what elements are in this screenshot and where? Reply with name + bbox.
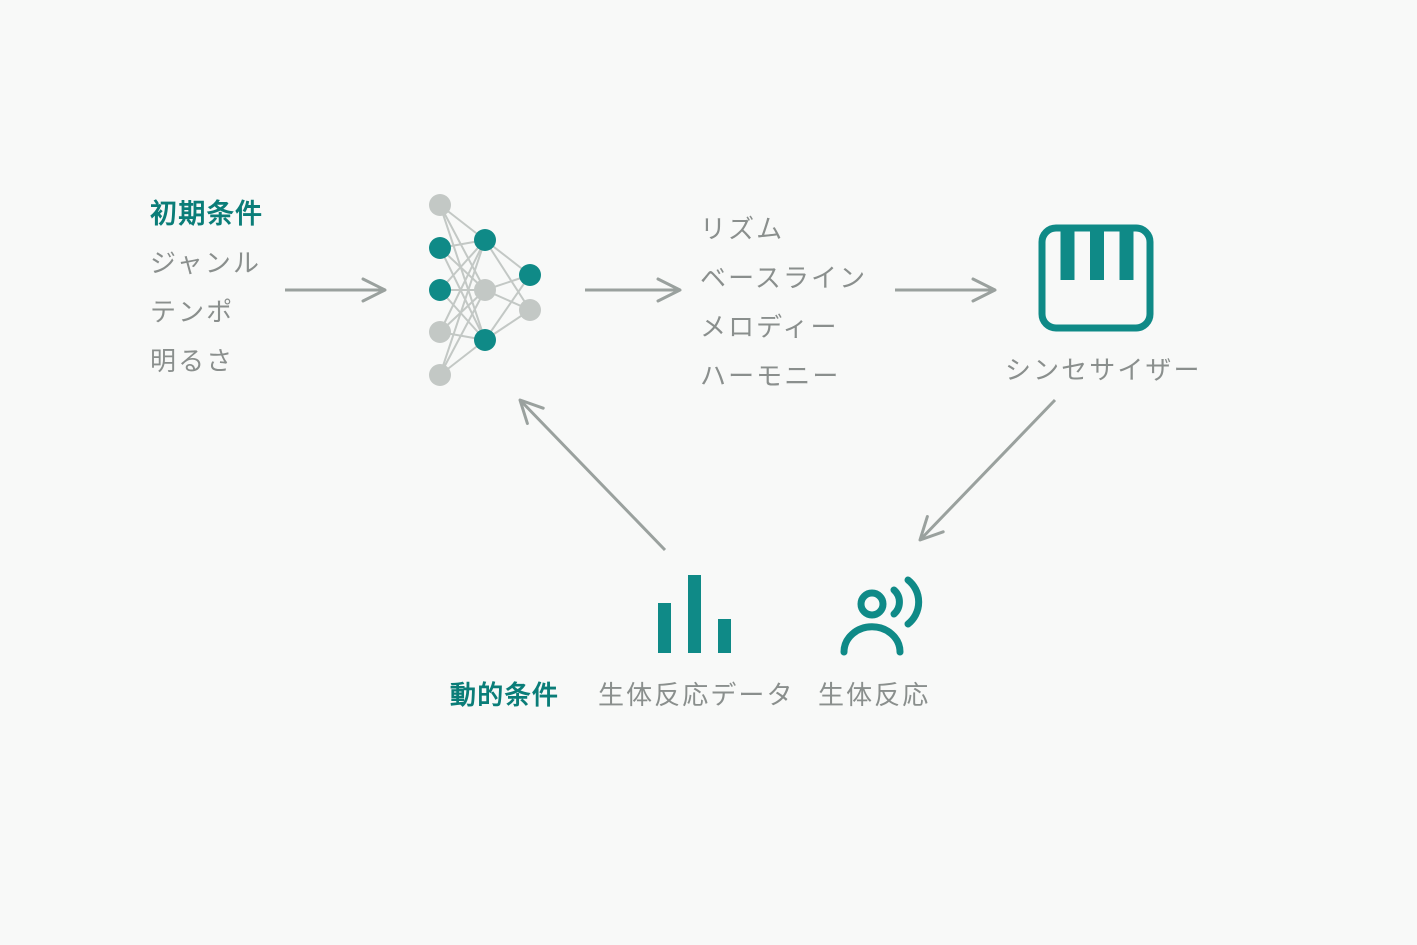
piano-icon [1042, 228, 1150, 328]
arrow-group [585, 279, 680, 301]
initial-conditions: 初期条件ジャンルテンポ明るさ [150, 190, 263, 386]
arrow-group [285, 279, 385, 301]
flow-diagram: 初期条件ジャンルテンポ明るさ リズムベースラインメロディーハーモニー シンセサイ… [0, 0, 1417, 945]
dynamic-label: 動的条件 [450, 675, 559, 712]
arrow-group [920, 400, 1055, 540]
neural-network-icon [429, 194, 541, 386]
diagram-svg [0, 0, 1417, 945]
output-attributes: リズムベースラインメロディーハーモニー [700, 205, 867, 401]
arrow-group [520, 400, 665, 550]
bio-response-label: 生体反応 [818, 675, 930, 712]
bio-data-label: 生体反応データ [598, 675, 795, 712]
person-speaking-icon [844, 580, 919, 652]
synthesizer-label: シンセサイザー [1005, 350, 1202, 387]
bars-icon [658, 575, 731, 653]
arrow-group [895, 279, 995, 301]
